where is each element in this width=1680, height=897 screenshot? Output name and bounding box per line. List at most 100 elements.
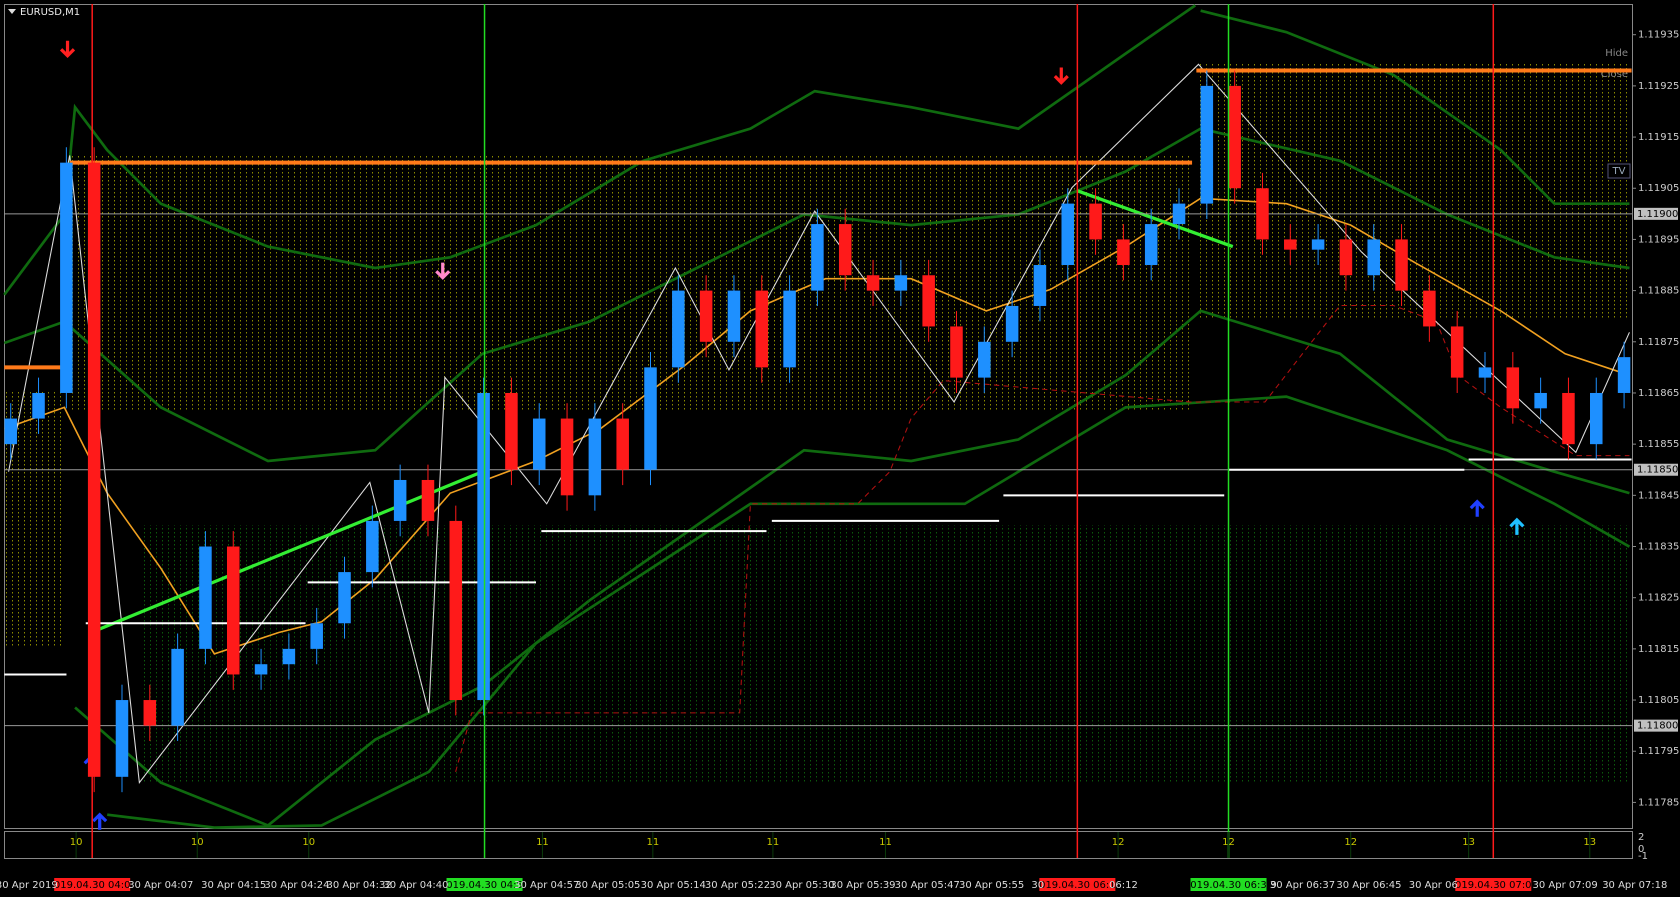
time-label: 30 Apr 04:40 [383,880,448,891]
time-label: 30 Apr 04:24 [264,880,329,891]
candle-body [1478,367,1492,378]
signal-arrow [1469,499,1485,517]
candle-body [922,275,935,327]
band [1200,9,1630,206]
candle-body [171,648,184,726]
hide-button[interactable]: Hide [1605,48,1628,59]
candle-body [32,392,45,419]
time-label: 30 Apr 05:30 [769,880,834,891]
time-label: 30 Apr 05:05 [575,880,640,891]
time-label: 30 Apr 07:18 [1602,880,1667,891]
candle-body [282,648,296,665]
candle-body [1311,239,1325,250]
price-label-box [1634,463,1678,476]
time-marker-label: 2019.04.30 07:03 [1449,880,1538,891]
time-marker-label: 2019.04.30 06:30 [1184,880,1273,891]
candle-body [1534,392,1547,409]
candle-body [226,546,240,675]
candle-body [1450,326,1464,378]
time-label: 30 [1031,880,1044,891]
y-tick-label: 1.11825 [1638,593,1679,604]
sub-label: 10 [70,837,83,848]
y-tick-label: 1.11835 [1638,542,1679,553]
time-label: 9 [1270,880,1276,891]
sub-label: 13 [1583,837,1596,848]
candle-body [366,520,379,573]
y-tick-label: 1.11785 [1638,797,1679,808]
candle-body [838,224,852,276]
price-label-box [1634,719,1678,732]
y-tick-label: 1.11885 [1638,286,1679,297]
candle-body [755,290,769,368]
y-tick-label: 1.11925 [1638,81,1679,92]
candle-body [1562,392,1575,445]
time-label: 30 Apr 04:07 [128,880,193,891]
time-marker-box [54,878,131,891]
candle-body [1089,203,1102,240]
time-label: 30 Apr 05:55 [959,880,1024,891]
sub-label: 11 [646,837,659,848]
candle-body [505,392,518,470]
sub-y-tick-label: 0 [1638,844,1644,855]
time-label: 30 Apr 05:14 [641,880,706,891]
price-label: 1.11900 [1637,209,1678,220]
candle-body [449,520,463,701]
sub-label: 11 [879,837,892,848]
sub-label: 12 [1344,837,1357,848]
candle-body [1367,239,1380,276]
y-tick-label: 1.11905 [1638,183,1679,194]
time-label: 30 Apr 06 [1409,880,1458,891]
candle-body [1033,265,1047,306]
candle-body [1284,239,1297,250]
candle-body [338,572,351,624]
time-label: 30 Apr 05:47 [895,880,960,891]
candle-body [1005,305,1019,342]
candle-body [894,275,908,291]
y-tick-label: 1.11845 [1638,490,1679,501]
candle-body [699,290,713,342]
sub-label: 12 [1222,837,1235,848]
time-label: 30 Apr 06:37 [1270,880,1335,891]
candle-body [672,290,685,368]
sub-label: 11 [767,837,780,848]
sub-label: 10 [302,837,315,848]
candle-body [811,224,824,291]
candle-body [727,290,741,342]
sub-frame [4,831,1633,859]
candle-body [978,341,991,378]
candle-body [1200,85,1214,204]
close-button[interactable]: Close [1601,69,1628,80]
candle-body [254,664,268,675]
y-tick-label: 1.11805 [1638,695,1679,706]
time-label: 30 Apr 07:09 [1533,880,1598,891]
moving-average [4,197,1630,655]
candle-body [616,418,629,470]
candle-body [477,392,490,701]
y-tick-label: 1.11855 [1638,439,1679,450]
menu-triangle[interactable] [8,9,16,14]
candle-body [1506,367,1520,409]
trend-arrow [1076,189,1234,249]
candle-body [4,418,17,445]
y-tick-label: 1.11795 [1638,746,1679,757]
time-marker-label: 2019.04.30 04:53 [440,880,529,891]
y-tick-label: 1.11935 [1638,30,1679,41]
tv-label: TV [1612,166,1626,177]
y-tick-label: 1.11915 [1638,132,1679,143]
candle-body [1228,85,1241,189]
candle-body [143,700,157,726]
price-label: 1.11800 [1637,721,1678,732]
candle-body [87,162,101,777]
time-marker-box [446,878,523,891]
candle-body [1395,239,1408,291]
candle-body [1590,392,1603,445]
sub-label: 11 [536,837,549,848]
time-label: 30 Apr 05:39 [830,880,895,891]
signal-arrow [435,262,451,280]
zone-resistance [70,155,1190,411]
candle-body [1617,357,1631,393]
tv-badge[interactable] [1607,163,1631,179]
candle-body [1172,203,1186,225]
time-marker-label: 2019.04.30 04:03 [48,880,137,891]
signal-arrow [1053,67,1069,85]
